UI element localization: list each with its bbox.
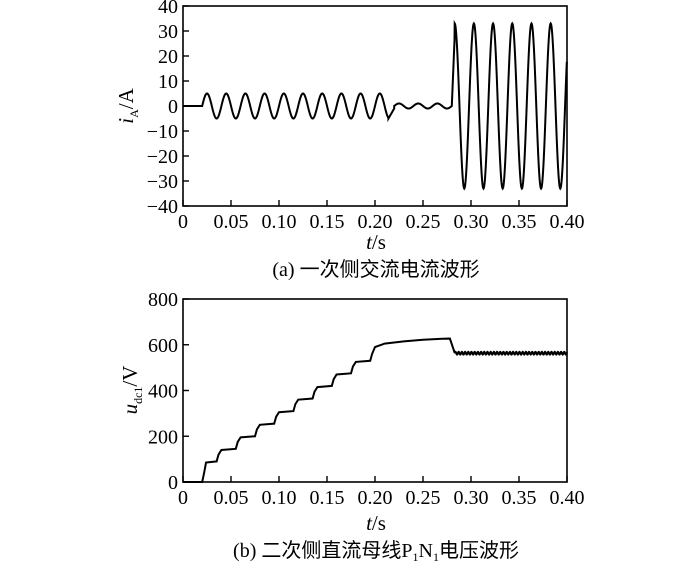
x-tick-label: 0.25 (406, 211, 441, 233)
y-tick-label: 20 (158, 46, 178, 68)
x-tick-label: 0.35 (502, 487, 537, 509)
y-tick-label: −40 (147, 196, 178, 218)
x-tick-label: 0.05 (214, 487, 249, 509)
chart-a-caption: (a) 一次侧交流电流波形 (272, 258, 479, 281)
chart-a-series-line (183, 19, 568, 191)
chart-b-caption: (b) 二次侧直流母线P1N1电压波形 (233, 539, 519, 564)
y-tick-label: 800 (148, 289, 178, 311)
y-tick-label: 0 (168, 472, 178, 494)
y-tick-label: 600 (148, 335, 178, 357)
x-tick-label: 0.15 (310, 211, 345, 233)
y-tick-label: 10 (158, 71, 178, 93)
x-tick-label: 0.35 (502, 211, 537, 233)
chart-a-x-ticks: 0 0.05 0.10 0.15 0.20 0.25 0.30 0.35 0.40 (178, 200, 585, 233)
x-tick-label: 0.25 (406, 487, 441, 509)
y-tick-label: 40 (158, 0, 178, 18)
y-tick-label: 0 (168, 96, 178, 118)
x-tick-label: 0 (178, 211, 188, 233)
y-tick-label: −30 (147, 171, 178, 193)
x-tick-label: 0.15 (310, 487, 345, 509)
x-tick-label: 0.30 (454, 487, 489, 509)
y-tick-label: −20 (147, 146, 178, 168)
chart-b-x-ticks: 0 0.05 0.10 0.15 0.20 0.25 0.30 0.35 0.40 (178, 476, 585, 509)
x-tick-label: 0.30 (454, 211, 489, 233)
x-tick-label: 0.10 (262, 211, 297, 233)
x-tick-label: 0.20 (358, 211, 393, 233)
x-tick-label: 0.10 (262, 487, 297, 509)
x-tick-label: 0.40 (550, 211, 585, 233)
x-tick-label: 0.05 (214, 211, 249, 233)
chart-a-y-label: iA/A (114, 87, 141, 123)
chart-a-x-label: t/s (366, 230, 386, 254)
y-tick-label: 200 (148, 426, 178, 448)
y-tick-label: 400 (148, 381, 178, 403)
chart-b-series-line (183, 337, 568, 483)
chart-b-plot-frame (182, 298, 568, 483)
x-tick-label: 0 (178, 487, 188, 509)
chart-b-y-label: udc1/V (118, 366, 145, 415)
y-tick-label: −10 (147, 121, 178, 143)
chart-b-y-ticks: 800 600 400 200 0 (148, 289, 189, 494)
x-tick-label: 0.20 (358, 487, 393, 509)
chart-b-x-label: t/s (366, 511, 386, 535)
x-tick-label: 0.40 (550, 487, 585, 509)
y-tick-label: 30 (158, 21, 178, 43)
